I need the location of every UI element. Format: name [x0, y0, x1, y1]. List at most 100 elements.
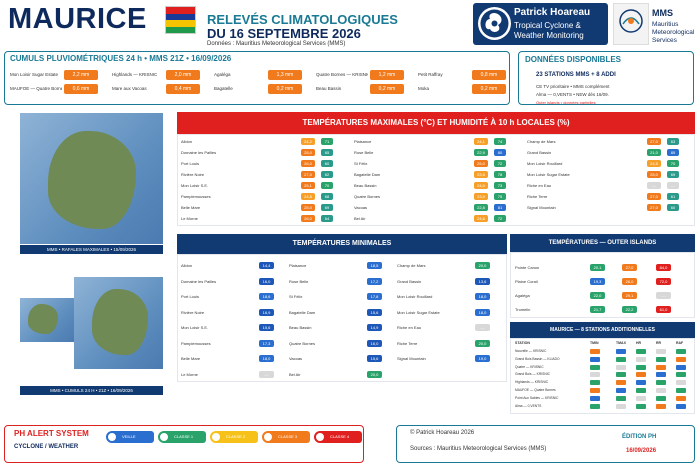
rain-value-badge: 1,3 mm: [268, 70, 302, 80]
additional-station: Point Aux Sables — KRISNIC: [515, 395, 559, 400]
tmin-station: Rivière Noire: [181, 309, 205, 315]
alert-level-icon: [106, 431, 118, 443]
rain-station-label: Agaléga: [214, 72, 231, 77]
additional-col-header: HR: [636, 341, 642, 345]
humidity-value: 74: [494, 138, 506, 145]
footer-panel: [396, 425, 695, 463]
tmin-station: Beau Bassin: [289, 325, 312, 330]
tmax-station: Bel Air: [354, 216, 366, 221]
tmax-station: Champ de Mars: [527, 139, 556, 144]
gust-map: [20, 113, 163, 244]
outer-tmin: 21,7: [590, 306, 605, 313]
tmax-station: Bagatelle Dam: [354, 172, 381, 177]
alert-level-3: CLASSE 2: [214, 431, 258, 443]
tmax-station: Quatre Bornes: [354, 194, 381, 199]
rainfall-panel: [4, 51, 510, 105]
tmin-value: 15,6: [367, 308, 382, 316]
tmin-value: 17,3: [259, 339, 274, 347]
tmax-station: Albion: [181, 139, 193, 144]
outer-extra: —: [656, 292, 671, 299]
tmax-value: 27,0: [647, 204, 661, 211]
additional-value-chip: [616, 356, 626, 362]
alert-level-5: CLASSE 4: [318, 431, 362, 443]
tmax-value: 22,8: [474, 204, 488, 211]
outer-station: Plaine Corail: [515, 279, 538, 284]
additional-value-chip: [616, 349, 626, 354]
tmin-station: Riche Terre: [397, 340, 418, 346]
mms-desc-3: Services: [652, 37, 677, 44]
additional-value-chip: [590, 372, 600, 378]
alert-level-2: CLASSE 1: [162, 431, 206, 443]
tmin-value: 18,6: [259, 293, 274, 300]
tmin-station: Rose Belle: [289, 278, 309, 284]
additional-value-chip: [636, 388, 646, 393]
tmin-station: Mon Loisir Sugar Estate: [397, 309, 440, 315]
tmax-value: 22,9: [474, 149, 488, 156]
rain-value-badge: 1,2 mm: [370, 70, 404, 80]
rainfall-map: [74, 277, 163, 369]
alert-level-4: CLASSE 3: [266, 431, 310, 443]
tmin-value: 20,0: [367, 370, 382, 378]
additional-value-chip: [656, 349, 666, 354]
tmin-value: —: [259, 370, 274, 378]
tmin-value: 17,8: [367, 293, 382, 300]
additional-value-chip: [676, 403, 686, 409]
additional-value-chip: [636, 356, 646, 362]
additional-value-chip: [656, 403, 666, 409]
humidity-value: 68: [321, 193, 333, 200]
tmin-value: 16,0: [367, 339, 382, 347]
tmin-value: 14,9: [367, 324, 382, 331]
tmax-station: Signal Mountain: [527, 205, 556, 210]
additional-heading: MAURICE — 8 STATIONS ADDITIONNELLES: [510, 322, 695, 338]
tmax-value: 27,0: [647, 193, 661, 200]
cyclone-logo-icon: [478, 7, 511, 40]
alert-level-icon: [314, 431, 326, 443]
humidity-value: 60: [667, 204, 679, 211]
additional-value-chip: [676, 395, 686, 401]
alert-panel: [4, 425, 364, 463]
rain-station-label: Quatre Bornes — KRISNIC: [316, 72, 368, 77]
tmax-value: 27,0: [647, 138, 661, 145]
humidity-value: 63: [667, 138, 679, 145]
tmax-station: Beau Bassin: [354, 183, 377, 188]
tmax-value: 24,1: [474, 138, 488, 145]
tmax-station: Rose Belle: [354, 150, 374, 155]
humidity-value: 64: [321, 215, 333, 222]
additional-value-chip: [656, 388, 666, 393]
humidity-value: 73: [494, 182, 506, 189]
tmax-value: 25,0: [301, 204, 315, 211]
tmin-value: 15,6: [367, 355, 382, 362]
humidity-value: 61: [667, 193, 679, 200]
outer-tmin: 19,3: [590, 278, 605, 285]
tmax-value: 26,0: [301, 160, 315, 167]
brand-tagline-2: Weather Monitoring: [514, 31, 584, 40]
humidity-value: 72: [494, 215, 506, 222]
outer-station: Tromelin: [515, 307, 531, 312]
additional-station: Highlands — KRISNIC: [515, 380, 549, 385]
tmin-value: 18,0: [259, 355, 274, 362]
outer-tmin: 20,1: [590, 264, 605, 271]
additional-value-chip: [616, 388, 626, 393]
humidity-value: 75: [494, 193, 506, 200]
tmin-station: Bel Air: [289, 371, 301, 377]
additional-table: [510, 338, 695, 414]
tmax-value: 25,1: [301, 182, 315, 189]
copyright: © Patrick Hoareau 2026: [410, 430, 475, 436]
tmin-station: Port Louis: [181, 294, 200, 299]
tmax-value: 25,0: [301, 149, 315, 156]
additional-value-chip: [676, 349, 686, 354]
humidity-value: 70: [321, 182, 333, 189]
mms-desc-1: Mauritius: [652, 21, 679, 28]
tmax-station: Plaisance: [354, 139, 372, 144]
humidity-value: 69: [321, 204, 333, 211]
tmin-value: 15,6: [259, 324, 274, 331]
rain-station-label: Moka: [418, 86, 430, 91]
tmin-station: Bagatelle Dam: [289, 309, 316, 315]
additional-col-header: STATION: [515, 341, 530, 345]
outer-table: [510, 252, 695, 318]
outer-tmin: 22,0: [590, 292, 605, 299]
tmax-station: Belle Mare: [181, 205, 201, 210]
gust-map-caption: MMS • RAFALES MAXIMALES • 15/09/2026: [20, 245, 163, 254]
data-heading: DONNÉES DISPONIBLES: [525, 55, 622, 64]
alert-level-1: VEILLE: [110, 431, 154, 443]
